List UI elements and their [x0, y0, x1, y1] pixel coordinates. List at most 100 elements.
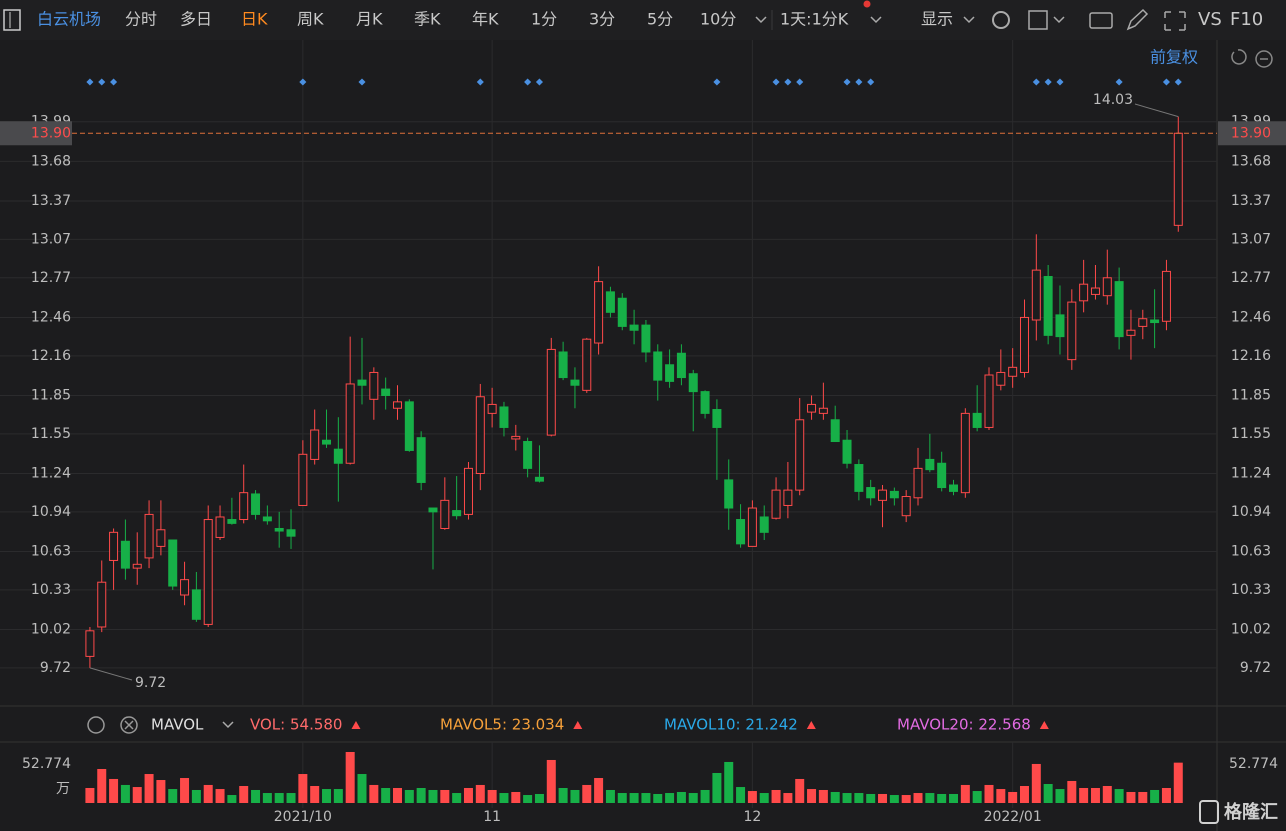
trend-up-icon	[1039, 721, 1049, 729]
volume-bar	[251, 789, 261, 803]
candle-body	[866, 487, 876, 499]
candle-body	[570, 379, 580, 386]
fullscreen-icon[interactable]	[1164, 11, 1186, 31]
y-tick-label-right: 10.33	[1231, 582, 1271, 598]
notify-dot	[863, 0, 871, 8]
indicator-close-x	[124, 720, 134, 730]
x-tick-label: 12	[743, 809, 761, 825]
period-tab[interactable]: 分时	[125, 10, 157, 29]
volume-bar	[1138, 791, 1148, 803]
candle-body	[1008, 366, 1018, 377]
f10-button[interactable]: F10	[1230, 9, 1263, 30]
volume-bar	[392, 787, 402, 803]
y-tick-label: 13.37	[31, 193, 71, 209]
volume-bar	[345, 751, 355, 803]
volume-bar	[653, 793, 663, 803]
volume-bar	[227, 795, 237, 803]
volume-bar	[109, 778, 119, 803]
volume-bar	[511, 791, 521, 803]
candle-body	[1079, 283, 1089, 302]
settings-icon[interactable]	[992, 11, 1010, 29]
candle-body	[369, 371, 379, 400]
reset-icon[interactable]	[1231, 49, 1247, 65]
indicator-settings[interactable]	[87, 716, 105, 734]
volume-bar	[168, 789, 178, 803]
stock-name[interactable]: 白云机场	[37, 10, 101, 29]
y-tick-label-right: 10.02	[1231, 622, 1271, 638]
period-tab[interactable]: 日K	[241, 10, 268, 29]
volume-bar	[984, 784, 994, 803]
y-tick-label: 13.07	[31, 231, 71, 247]
candle-body	[771, 489, 781, 519]
volume-bar	[191, 789, 201, 803]
candle-body	[452, 510, 462, 517]
y-tick-label: 10.94	[31, 504, 71, 520]
event-marker	[535, 78, 543, 86]
checkbox-icon[interactable]	[1028, 10, 1048, 30]
period-tab[interactable]: 3分	[589, 10, 615, 29]
watermark-logo	[1199, 800, 1219, 824]
volume-bar	[878, 793, 888, 803]
y-tick-label-right: 12.77	[1231, 270, 1271, 286]
candle-body	[215, 516, 225, 538]
candle-body	[795, 419, 805, 491]
sidebar-toggle[interactable]	[3, 9, 21, 31]
period-tab[interactable]: 5分	[647, 10, 673, 29]
candle-body	[120, 540, 130, 569]
volume-bar	[1114, 789, 1124, 803]
indicator-name[interactable]: MAVOL	[151, 716, 204, 734]
period-tab[interactable]: 多日	[180, 10, 212, 29]
period-tab[interactable]: 1分	[531, 10, 557, 29]
candle-body	[322, 439, 332, 445]
volume-bar	[641, 793, 651, 803]
y-tick-label-right: 9.72	[1240, 660, 1271, 676]
max-label: 14.03	[1093, 92, 1133, 108]
volume-bar	[1019, 785, 1029, 803]
indicator-close[interactable]	[120, 716, 138, 734]
display-menu[interactable]: 显示	[921, 10, 953, 29]
period-tab[interactable]: 季K	[414, 10, 441, 29]
candle-body	[345, 383, 355, 464]
dropdown-caret	[755, 16, 767, 24]
compare-button[interactable]: VS	[1198, 9, 1222, 30]
candle-body	[1114, 281, 1124, 338]
adjust-mode[interactable]: 前复权	[1150, 48, 1198, 67]
event-marker	[358, 78, 366, 86]
period-tab[interactable]: 年K	[472, 10, 499, 29]
candle-body	[132, 563, 142, 569]
event-marker	[867, 78, 875, 86]
volume-bar	[534, 793, 544, 803]
volume-bar	[369, 784, 379, 803]
candle-body	[688, 373, 698, 393]
volume-bar	[203, 784, 213, 803]
candle-body	[109, 531, 119, 561]
camera-icon[interactable]	[1089, 12, 1113, 29]
event-marker	[98, 78, 106, 86]
candle-body	[239, 492, 249, 521]
candle-body	[1161, 270, 1171, 322]
candle-body	[1019, 316, 1029, 373]
volume-bar	[629, 793, 639, 803]
candle-body	[1043, 276, 1053, 336]
y-tick-label-right: 11.24	[1231, 465, 1271, 481]
draw-icon[interactable]	[1126, 8, 1149, 31]
y-tick-label: 10.33	[31, 582, 71, 598]
interval-select[interactable]: 1天:1分K	[780, 10, 849, 29]
zoom-out-icon[interactable]	[1255, 50, 1273, 68]
candle-body	[854, 464, 864, 492]
volume-bar	[1090, 787, 1100, 803]
candle-body	[747, 507, 757, 547]
event-marker	[843, 78, 851, 86]
candle-body	[605, 291, 615, 313]
period-tab[interactable]: 周K	[297, 10, 324, 29]
y-tick-label-right: 13.07	[1231, 231, 1271, 247]
period-tab[interactable]: 10分	[700, 10, 736, 29]
candle-body	[582, 338, 592, 391]
candle-body	[511, 435, 521, 440]
period-tab[interactable]: 月K	[356, 10, 383, 29]
volume-bar	[1173, 762, 1183, 803]
indicator-value: MAVOL20: 22.568	[897, 716, 1031, 734]
candle-body	[807, 403, 817, 413]
volume-bar	[842, 793, 852, 803]
candle-body	[227, 519, 237, 524]
